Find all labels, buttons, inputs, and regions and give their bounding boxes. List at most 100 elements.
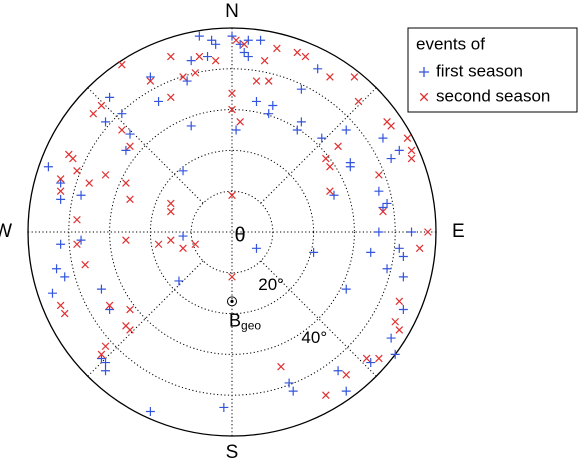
marker <box>395 297 404 306</box>
marker <box>317 133 327 143</box>
marker <box>167 52 175 61</box>
direction-label: W <box>0 221 12 242</box>
marker <box>56 194 66 204</box>
marker <box>56 239 66 249</box>
marker <box>264 109 274 119</box>
marker <box>235 39 245 49</box>
marker <box>126 305 134 314</box>
marker <box>398 272 408 282</box>
marker <box>378 203 388 213</box>
direction-label: S <box>226 442 239 463</box>
marker <box>105 305 115 315</box>
marker <box>398 251 408 261</box>
marker <box>47 288 57 298</box>
marker <box>154 240 163 249</box>
marker <box>296 117 306 127</box>
marker <box>354 97 363 106</box>
marker <box>101 366 111 376</box>
marker <box>232 36 240 45</box>
marker <box>167 199 175 208</box>
marker <box>121 145 131 155</box>
marker <box>292 125 302 135</box>
marker <box>284 378 294 388</box>
marker <box>195 52 204 61</box>
marker <box>178 231 188 241</box>
marker <box>424 228 432 236</box>
marker <box>228 89 236 98</box>
marker <box>236 118 244 126</box>
marker <box>105 301 114 310</box>
marker <box>403 134 412 142</box>
marker <box>203 52 213 62</box>
marker <box>407 154 416 163</box>
marker <box>379 207 387 216</box>
marker <box>122 236 130 244</box>
marker <box>374 227 384 237</box>
grid-circle <box>190 190 274 274</box>
marker <box>211 56 220 65</box>
marker <box>73 167 81 175</box>
b-geo-main: B <box>229 310 241 330</box>
marker <box>342 371 351 379</box>
marker <box>145 407 155 417</box>
marker <box>122 179 130 187</box>
labels: N S E W θ 20° 40° Bgeo <box>0 1 465 463</box>
marker <box>375 354 383 363</box>
r-tick-label: 40° <box>301 328 327 347</box>
direction-label: E <box>452 221 465 242</box>
marker <box>118 60 126 69</box>
marker <box>101 171 110 179</box>
marker <box>179 73 187 81</box>
marker <box>264 77 273 85</box>
marker <box>329 190 339 200</box>
marker <box>341 386 351 396</box>
marker <box>243 35 253 45</box>
marker <box>277 362 285 371</box>
marker <box>362 354 371 363</box>
marker <box>391 317 399 326</box>
marker <box>273 44 281 53</box>
radial-line <box>87 87 204 204</box>
marker <box>313 64 323 74</box>
marker <box>334 142 342 151</box>
marker <box>96 284 106 294</box>
marker <box>97 350 106 359</box>
marker <box>398 305 408 315</box>
marker <box>293 48 302 57</box>
marker <box>378 133 388 143</box>
marker <box>387 122 395 130</box>
legend-marker <box>419 67 429 77</box>
marker <box>374 186 384 196</box>
outer-circle <box>27 27 437 437</box>
marker <box>194 31 204 41</box>
b-geo-label: Bgeo <box>229 310 261 332</box>
marker <box>186 56 196 66</box>
marker <box>268 101 278 111</box>
marker <box>350 73 359 81</box>
marker <box>76 190 86 200</box>
marker <box>126 195 134 204</box>
marker <box>182 76 192 86</box>
marker <box>178 166 188 176</box>
legend-box <box>407 27 578 113</box>
marker <box>231 125 241 135</box>
marker <box>260 56 269 65</box>
center-label: θ <box>234 224 245 246</box>
marker <box>52 264 62 274</box>
marker <box>240 40 249 49</box>
marker <box>167 93 175 102</box>
marker <box>186 121 196 131</box>
marker <box>174 276 184 286</box>
marker <box>56 178 66 188</box>
marker <box>407 146 416 155</box>
marker <box>60 309 69 318</box>
marker <box>251 96 261 106</box>
r-tick-label: 20° <box>258 275 284 294</box>
marker <box>333 366 343 376</box>
legend-marker <box>419 92 429 102</box>
grid-circle <box>68 68 396 396</box>
marker <box>117 109 127 119</box>
marker <box>96 353 106 363</box>
marker <box>101 358 111 368</box>
marker <box>207 35 217 45</box>
